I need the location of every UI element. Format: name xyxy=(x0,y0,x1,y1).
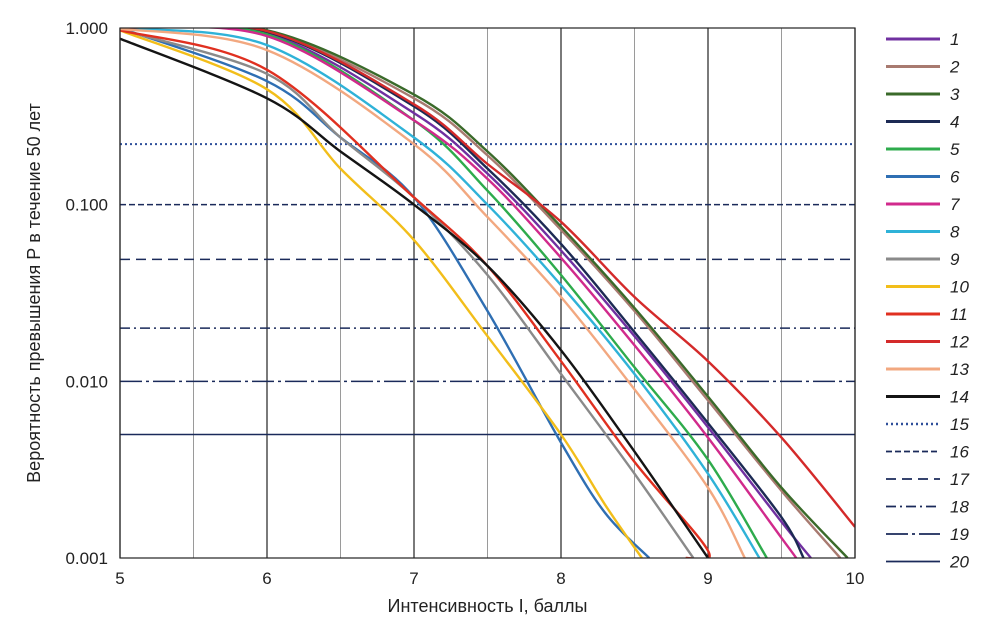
legend-label-3: 3 xyxy=(950,85,960,104)
legend-label-2: 2 xyxy=(949,58,960,77)
series-line-3 xyxy=(120,28,849,558)
series-line-13 xyxy=(120,28,746,558)
legend-label-19: 19 xyxy=(950,525,969,544)
legend-label-10: 10 xyxy=(950,278,969,297)
legend-label-16: 16 xyxy=(950,443,969,462)
x-tick-label: 6 xyxy=(262,569,271,588)
legend-label-8: 8 xyxy=(950,223,960,242)
legend-label-11: 11 xyxy=(950,305,968,324)
legend-label-5: 5 xyxy=(950,140,960,159)
x-tick-label: 7 xyxy=(409,569,418,588)
legend-label-15: 15 xyxy=(950,415,969,434)
reference-lines xyxy=(120,143,855,436)
series-line-12 xyxy=(120,28,855,528)
legend-label-9: 9 xyxy=(950,250,960,269)
series-line-5 xyxy=(120,28,768,558)
x-axis-title: Интенсивность I, баллы xyxy=(388,596,588,616)
legend-label-18: 18 xyxy=(950,498,969,517)
y-tick-label: 1.000 xyxy=(65,19,108,38)
x-tick-label: 10 xyxy=(846,569,865,588)
x-tick-label: 8 xyxy=(556,569,565,588)
y-tick-label: 0.100 xyxy=(65,196,108,215)
series-line-2 xyxy=(120,28,842,558)
data-series xyxy=(120,28,855,558)
series-line-14 xyxy=(120,37,709,558)
legend-label-17: 17 xyxy=(950,470,969,489)
legend-label-12: 12 xyxy=(950,333,969,352)
legend-label-13: 13 xyxy=(950,360,969,379)
y-tick-label: 0.001 xyxy=(65,549,108,568)
y-axis-title: Вероятность превышения Р в течение 50 ле… xyxy=(24,103,44,483)
legend-label-20: 20 xyxy=(949,553,969,572)
x-tick-label: 9 xyxy=(703,569,712,588)
series-line-7 xyxy=(120,28,798,558)
y-tick-labels: 0.001 0.010 0.100 1.000 xyxy=(65,19,108,568)
grid xyxy=(119,28,856,558)
legend-label-6: 6 xyxy=(950,168,960,187)
x-tick-label: 5 xyxy=(115,569,124,588)
legend-label-1: 1 xyxy=(950,30,959,49)
series-line-8 xyxy=(120,28,761,558)
x-tick-labels: 5 6 7 8 9 10 xyxy=(115,569,864,588)
plot-frame xyxy=(119,27,856,559)
series-line-10 xyxy=(120,29,643,558)
legend-label-14: 14 xyxy=(950,388,969,407)
series-line-6 xyxy=(120,28,651,558)
series-line-1 xyxy=(120,28,812,558)
y-tick-label: 0.010 xyxy=(65,372,108,391)
legend-label-4: 4 xyxy=(950,113,959,132)
legend-label-7: 7 xyxy=(950,195,960,214)
